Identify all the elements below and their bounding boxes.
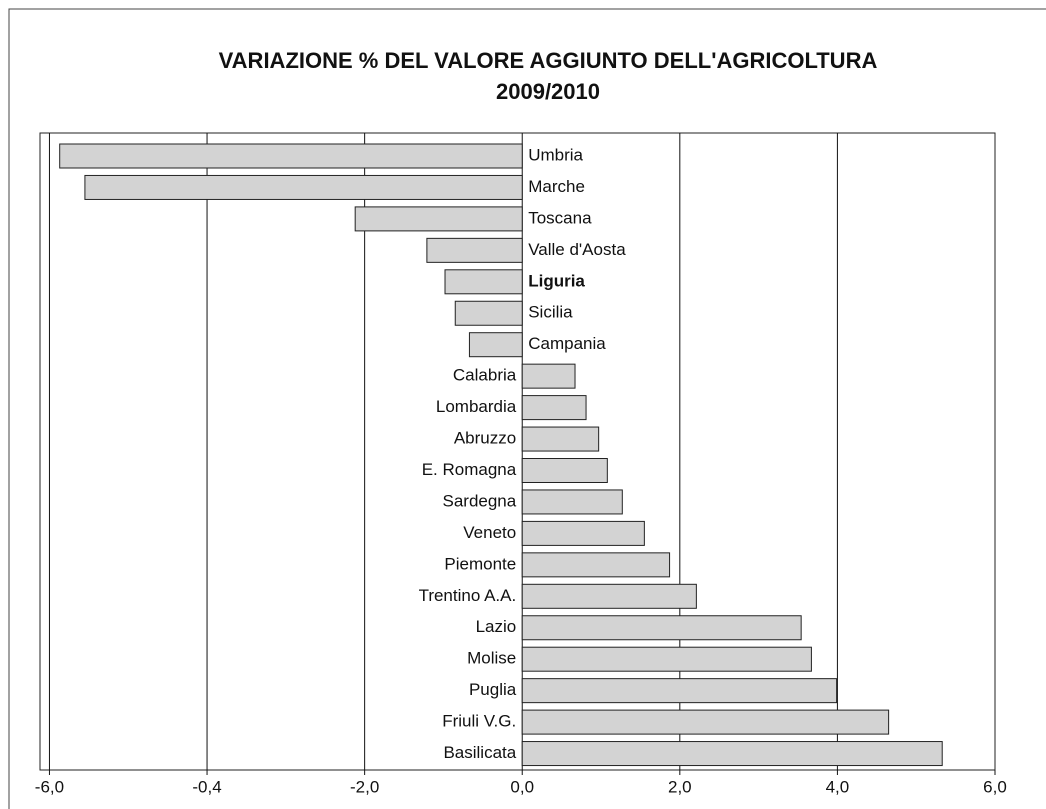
- bar: [521, 520, 645, 546]
- frame: [8, 8, 1046, 809]
- x-tick-label: -2,0: [350, 777, 379, 796]
- plot-area: [39, 132, 996, 771]
- x-tick-label: 2,0: [668, 777, 692, 796]
- x-tick-label: 0,0: [510, 777, 534, 796]
- category-label: Piemonte: [444, 554, 516, 573]
- bar: [521, 552, 671, 578]
- bar: [521, 615, 802, 641]
- category-label: Lazio: [476, 617, 517, 636]
- x-tick-label: -0,4: [192, 777, 221, 796]
- category-label: Marche: [528, 177, 585, 196]
- bar: [521, 678, 838, 704]
- x-tick-label: 4,0: [826, 777, 850, 796]
- bar: [521, 489, 623, 515]
- category-label: Calabria: [453, 366, 517, 385]
- bar: [468, 332, 523, 358]
- bar: [426, 237, 523, 263]
- bar: [59, 143, 523, 169]
- bar: [521, 646, 812, 672]
- category-label: Sardegna: [442, 491, 516, 510]
- category-label: Puglia: [469, 680, 517, 699]
- category-label: Sicilia: [528, 303, 573, 322]
- bar: [521, 458, 608, 483]
- chart-title: VARIAZIONE % DEL VALORE AGGIUNTO DELL'AG…: [219, 48, 878, 73]
- category-label: Basilicata: [443, 743, 516, 762]
- category-label: Trentino A.A.: [419, 586, 517, 605]
- category-label: Campania: [528, 334, 606, 353]
- bar: [521, 363, 576, 389]
- bar: [521, 709, 890, 735]
- category-label: Friuli V.G.: [442, 712, 516, 731]
- category-label: E. Romagna: [422, 460, 517, 479]
- chart-subtitle: 2009/2010: [496, 79, 600, 104]
- category-label: Lombardia: [436, 397, 517, 416]
- bar: [454, 300, 523, 326]
- bar: [521, 395, 587, 421]
- category-label: Valle d'Aosta: [528, 240, 626, 259]
- bar: [521, 741, 943, 767]
- bar: [521, 583, 697, 609]
- category-label: Liguria: [528, 271, 585, 290]
- category-label: Veneto: [463, 523, 516, 542]
- bar: [521, 426, 600, 452]
- bar: [84, 174, 523, 200]
- bar: [444, 269, 523, 295]
- x-tick-label: -6,0: [35, 777, 64, 796]
- category-label: Umbria: [528, 145, 583, 164]
- category-label: Abruzzo: [454, 429, 516, 448]
- x-tick-label: 6,0: [983, 777, 1007, 796]
- category-label: Toscana: [528, 208, 592, 227]
- category-label: Molise: [467, 649, 516, 668]
- bar: [354, 206, 523, 232]
